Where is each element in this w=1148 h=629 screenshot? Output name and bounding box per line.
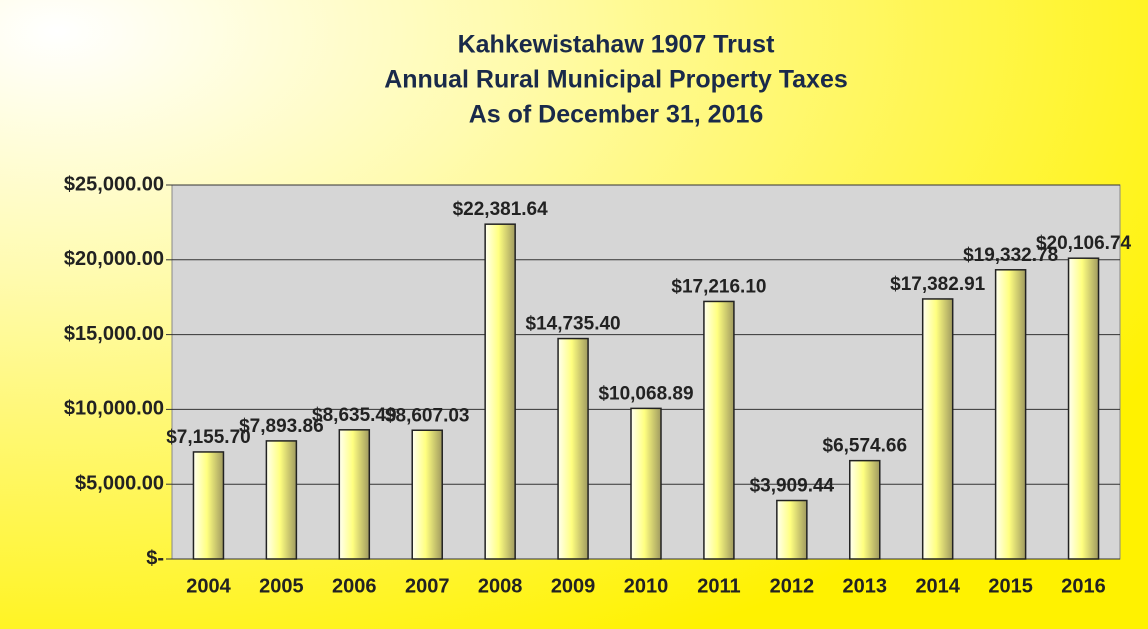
- bar: [1067, 257, 1100, 560]
- value-label: $20,106.74: [1036, 233, 1132, 254]
- value-label: $7,155.70: [166, 427, 251, 448]
- x-tick-label: 2011: [697, 575, 740, 597]
- chart-title: Kahkewistahaw 1907 Trust: [458, 31, 775, 59]
- bar: [265, 440, 298, 560]
- value-label: $10,068.89: [598, 383, 693, 404]
- x-tick-label: 2016: [1061, 575, 1106, 597]
- chart-title: As of December 31, 2016: [469, 101, 764, 129]
- x-tick-label: 2006: [332, 575, 377, 597]
- x-tick-label: 2005: [259, 575, 304, 597]
- bar: [630, 407, 662, 560]
- bar: [557, 337, 589, 560]
- value-label: $14,735.40: [526, 314, 621, 335]
- x-tick-label: 2013: [843, 575, 888, 597]
- value-label: $7,893.86: [239, 416, 324, 437]
- y-tick-label: $5,000.00: [75, 472, 164, 494]
- value-label: $19,332.78: [963, 245, 1058, 266]
- y-tick-label: $15,000.00: [64, 323, 164, 345]
- bar: [411, 429, 443, 560]
- bar: [776, 499, 808, 560]
- x-tick-label: 2009: [551, 575, 596, 597]
- y-tick-label: $25,000.00: [64, 173, 164, 195]
- x-tick-label: 2004: [186, 575, 231, 597]
- value-label: $8,635.49: [312, 405, 397, 426]
- value-label: $22,381.64: [453, 199, 549, 220]
- x-tick-label: 2010: [624, 575, 669, 597]
- y-tick-label: $20,000.00: [64, 248, 164, 270]
- x-tick-label: 2008: [478, 575, 523, 597]
- value-label: $17,216.10: [671, 276, 766, 297]
- bar: [484, 223, 516, 560]
- y-tick-label: $10,000.00: [64, 398, 164, 420]
- bar: [849, 459, 881, 560]
- x-tick-label: 2015: [988, 575, 1033, 597]
- x-tick-label: 2014: [915, 575, 960, 597]
- value-label: $17,382.91: [890, 274, 986, 295]
- chart-title: Annual Rural Municipal Property Taxes: [384, 66, 848, 94]
- x-tick-label: 2007: [405, 575, 450, 597]
- bar: [921, 298, 954, 560]
- value-label: $6,574.66: [823, 436, 908, 457]
- x-tick-label: 2012: [770, 575, 815, 597]
- bar: [703, 300, 735, 560]
- bar: [994, 269, 1027, 560]
- bar: [192, 451, 225, 560]
- value-label: $8,607.03: [385, 405, 470, 426]
- bar: [338, 429, 371, 560]
- y-tick-label: $-: [146, 547, 164, 569]
- value-label: $3,909.44: [750, 476, 835, 497]
